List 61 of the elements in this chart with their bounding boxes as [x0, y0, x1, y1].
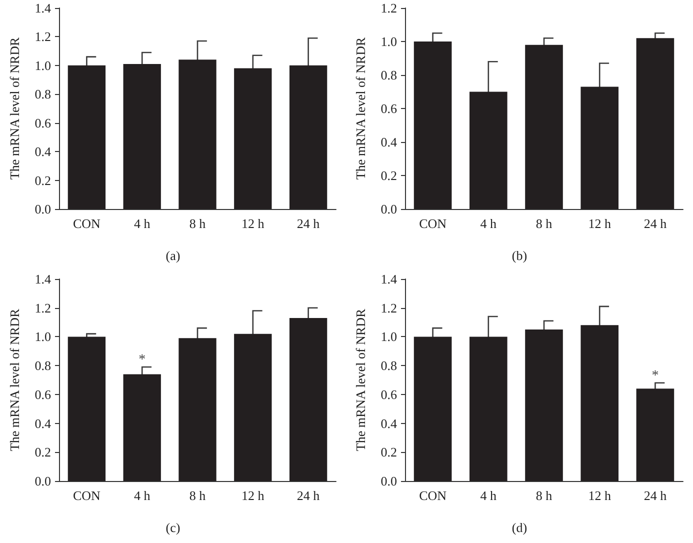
y-tick-label: 1.2: [380, 300, 397, 316]
y-tick-label: 0.4: [380, 134, 398, 150]
y-tick-label: 0.0: [380, 202, 397, 216]
text: (d): [512, 520, 528, 535]
y-tick-label: 1.0: [380, 34, 397, 49]
annotation: *: [652, 368, 659, 384]
y-tick-label: 1.2: [34, 29, 51, 44]
y-tick-label: 0.6: [34, 115, 52, 130]
y-tick-label: 1.0: [380, 329, 397, 344]
y-tick-label: 1.4: [34, 0, 52, 16]
text: (c): [166, 520, 180, 535]
y-tick-label: 0.0: [34, 474, 51, 488]
x-tick-label: 12 h: [588, 488, 612, 503]
y-tick-label: 0.8: [34, 358, 51, 374]
x-tick-label: 24 h: [644, 488, 668, 503]
y-tick-label: 0.2: [34, 444, 51, 460]
x-tick-label: 12 h: [242, 216, 265, 231]
annotation: *: [138, 352, 146, 368]
x-tick-label: 8 h: [189, 216, 206, 231]
x-tick-label: CON: [419, 488, 448, 503]
y-tick-label: 0.8: [380, 358, 397, 374]
text: (b): [512, 248, 528, 263]
y-tick-label: 0.8: [34, 86, 51, 102]
y-tick-label: 0.2: [380, 444, 397, 460]
x-tick-label: CON: [419, 216, 448, 231]
x-tick-label: 8 h: [536, 488, 553, 503]
x-tick-label: 24 h: [644, 216, 668, 231]
text: (a): [166, 248, 180, 263]
y-tick-label: 0.2: [380, 168, 397, 183]
x-tick-label: 4 h: [134, 216, 151, 231]
x-tick-label: CON: [72, 488, 102, 503]
y-axis-title: The mRNA level of NRDR: [7, 37, 22, 180]
y-tick-label: 0.0: [380, 474, 397, 488]
y-tick-label: 1.0: [34, 58, 51, 73]
y-tick-label: 0.8: [380, 68, 397, 82]
y-tick-label: 0.0: [34, 202, 51, 216]
y-tick-label: 1.4: [34, 272, 52, 286]
y-tick-label: 0.4: [380, 416, 398, 431]
y-axis-title: The mRNA level of NRDR: [353, 308, 368, 452]
x-tick-label: 24 h: [296, 488, 320, 503]
y-tick-label: 0.2: [34, 172, 51, 188]
y-axis-title: The mRNA level of NRDR: [7, 308, 22, 452]
y-tick-label: 0.6: [380, 101, 398, 116]
y-tick-label: 1.2: [380, 0, 397, 16]
x-tick-label: 4 h: [480, 216, 498, 231]
x-tick-label: 4 h: [480, 488, 498, 503]
x-tick-label: 24 h: [296, 216, 320, 231]
x-tick-label: 8 h: [189, 488, 206, 503]
y-tick-label: 0.4: [34, 416, 52, 431]
y-tick-label: 1.4: [380, 272, 398, 286]
y-tick-label: 0.6: [34, 386, 52, 402]
x-tick-label: 12 h: [242, 488, 265, 503]
y-tick-label: 0.6: [380, 386, 398, 402]
y-axis-title: The mRNA level of NRDR: [353, 37, 368, 180]
x-tick-label: CON: [72, 216, 102, 231]
x-tick-label: 4 h: [134, 488, 151, 503]
x-tick-label: 8 h: [536, 216, 553, 231]
y-tick-label: 0.4: [34, 144, 52, 160]
x-tick-label: 12 h: [588, 216, 612, 231]
y-tick-label: 1.0: [34, 329, 51, 344]
y-tick-label: 1.2: [34, 300, 51, 316]
